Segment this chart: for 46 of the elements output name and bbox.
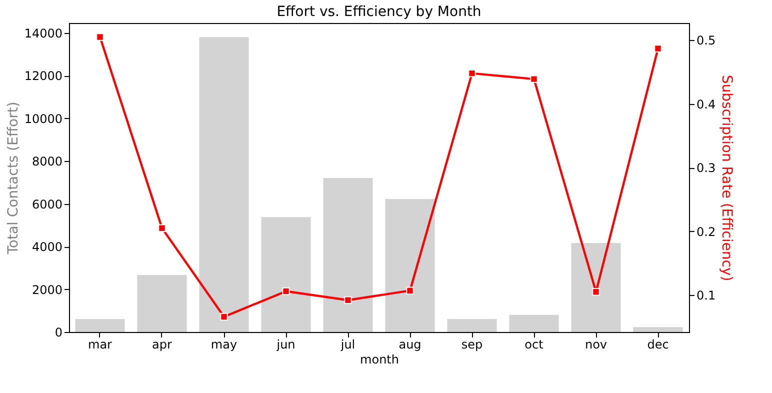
- x-axis-title: month: [360, 352, 399, 366]
- x-tick-label: dec: [647, 338, 669, 352]
- y-tick-label: 12000: [24, 69, 62, 84]
- y2-tick-label: 0.5: [696, 34, 716, 48]
- x-tick-label: jun: [276, 338, 296, 352]
- x-tick-label: jul: [340, 338, 356, 352]
- y-tick-label: 6000: [32, 197, 62, 212]
- bar: [571, 242, 621, 332]
- bar: [509, 314, 559, 332]
- x-tick-label: aug: [398, 338, 422, 352]
- y-tick-label: 14000: [24, 26, 62, 41]
- x-tick-label: oct: [524, 338, 544, 352]
- point: [406, 286, 414, 294]
- y-tick-label: 0: [54, 326, 62, 340]
- y2-tick-label: 0.4: [696, 97, 716, 112]
- bar: [447, 318, 497, 332]
- point: [654, 44, 662, 52]
- y-tick-label: 8000: [32, 154, 62, 169]
- x-tick-label: apr: [152, 338, 172, 352]
- x-tick-label: may: [210, 338, 238, 352]
- point: [282, 287, 290, 296]
- bar: [633, 327, 683, 332]
- x-tick-label: nov: [584, 338, 608, 352]
- point: [220, 312, 228, 321]
- y-tick-label: 10000: [24, 112, 62, 126]
- y2-tick-label: 0.3: [696, 161, 716, 176]
- x-tick-label: sep: [461, 338, 483, 352]
- point: [344, 296, 352, 304]
- point: [158, 224, 166, 232]
- y-tick-label: 4000: [32, 240, 62, 254]
- y2-axis-title: Subscription Rate (Efficiency): [718, 74, 735, 282]
- y2-tick-label: 0.1: [696, 288, 716, 303]
- x-tick-label: mar: [88, 338, 112, 352]
- bar: [199, 37, 249, 332]
- bar: [261, 217, 311, 332]
- point: [530, 75, 538, 83]
- bar: [323, 178, 373, 332]
- y2-tick-label: 0.2: [696, 224, 716, 239]
- y-tick-label: 2000: [32, 282, 62, 297]
- point: [592, 288, 600, 296]
- y-axis-title: Total Contacts (Effort): [5, 102, 22, 256]
- bar: [385, 198, 435, 332]
- bar: [137, 274, 187, 332]
- point: [96, 33, 104, 41]
- bar: [75, 318, 125, 332]
- chart-title: Effort vs. Efficiency by Month: [276, 4, 482, 20]
